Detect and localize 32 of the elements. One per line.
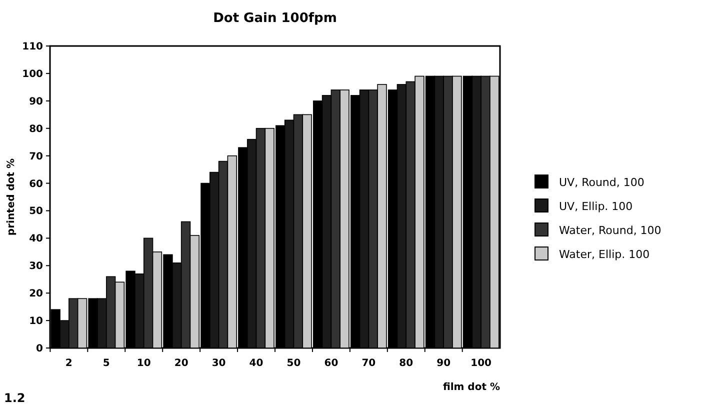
y-tick-label: 30 — [29, 261, 44, 272]
legend-label: UV, Ellip. 100 — [559, 200, 633, 213]
y-tick-label: 50 — [29, 206, 44, 218]
x-tick-label: 5 — [102, 358, 110, 369]
x-tick-label: 50 — [286, 358, 301, 369]
y-tick-label: 0 — [36, 344, 44, 354]
x-tick-label: 30 — [212, 358, 226, 369]
x-tick-label: 10 — [136, 358, 151, 369]
x-tick-label: 100 — [470, 358, 492, 369]
y-tick-label: 40 — [29, 234, 44, 245]
x-tick-label: 70 — [362, 358, 376, 369]
y-tick-label: 20 — [29, 288, 44, 300]
x-axis-title: film dot % — [442, 382, 500, 393]
legend-label: Water, Ellip. 100 — [559, 248, 650, 261]
legend-label: UV, Round, 100 — [559, 176, 644, 189]
x-tick-label: 90 — [436, 358, 451, 369]
y-tick-label: 60 — [29, 178, 44, 190]
y-tick-label: 10 — [29, 316, 44, 328]
y-tick-label: 90 — [29, 96, 44, 108]
x-tick-label: 80 — [399, 358, 414, 369]
x-tick-label: 60 — [324, 358, 338, 369]
y-tick-label: 100 — [22, 68, 44, 80]
y-axis-title: printed dot % — [6, 158, 17, 236]
chart-title: Dot Gain 100fpm — [213, 11, 337, 26]
y-tick-label: 110 — [22, 42, 44, 52]
x-tick-label: 20 — [174, 358, 188, 369]
text: 1.2 — [4, 391, 26, 405]
y-tick-label: 70 — [29, 151, 44, 162]
y-tick-label: 80 — [29, 124, 44, 135]
legend-label: Water, Round, 100 — [559, 224, 662, 237]
x-tick-label: 2 — [65, 358, 72, 369]
x-tick-label: 40 — [249, 358, 264, 369]
